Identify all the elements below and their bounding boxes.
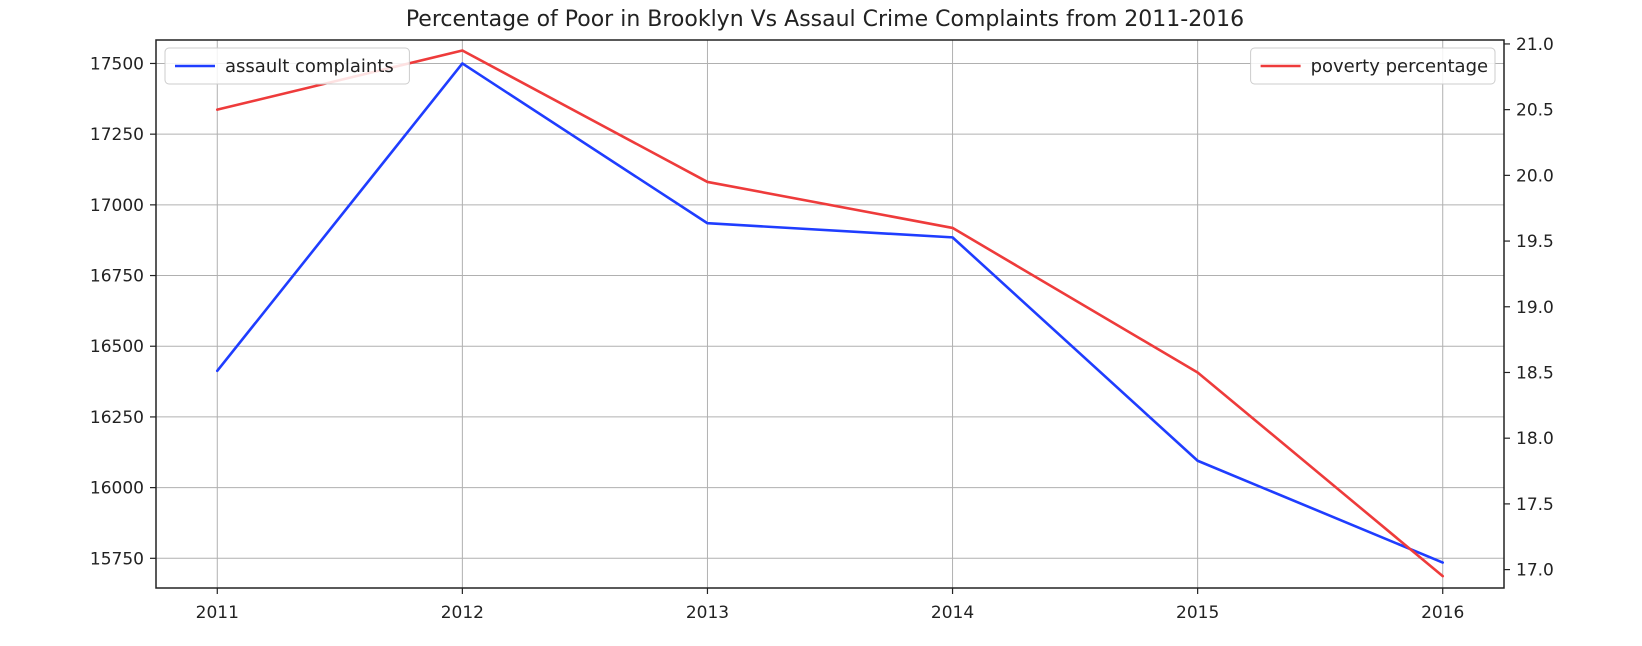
x-tick-label: 2014 [931, 603, 974, 623]
series-layer [215, 49, 1445, 578]
chart-title: Percentage of Poor in Brooklyn Vs Assaul… [406, 7, 1244, 32]
left-y-tick-label: 16500 [90, 337, 144, 357]
right-y-tick-label: 21.0 [1516, 35, 1554, 55]
left-y-tick-label: 16250 [90, 408, 144, 428]
x-tick-label: 2012 [441, 603, 484, 623]
legend-assault-complaints: assault complaints [164, 47, 410, 85]
left-y-tick-label: 15750 [90, 549, 144, 569]
legend-box [164, 47, 410, 85]
x-tick-label: 2011 [196, 603, 239, 623]
legend-box [1250, 47, 1496, 85]
left-y-tick-label: 17500 [90, 54, 144, 74]
legend-layer: assault complaints poverty percentage [164, 47, 1496, 85]
x-tick-label: 2016 [1421, 603, 1464, 623]
left-y-tick-label: 16750 [90, 267, 144, 287]
legend-label: poverty percentage [1311, 56, 1488, 77]
right-y-tick-label: 18.5 [1516, 363, 1554, 383]
x-tick-label: 2013 [686, 603, 729, 623]
right-y-tick-label: 17.0 [1516, 561, 1554, 581]
grid-layer [156, 40, 1504, 588]
x-tick-label: 2015 [1176, 603, 1219, 623]
right-y-tick-label: 19.0 [1516, 298, 1554, 318]
series-line-assault-complaints [215, 62, 1445, 564]
plot-frame [155, 39, 1505, 589]
series-line-poverty-percentage [215, 49, 1445, 578]
left-y-tick-label: 17000 [90, 196, 144, 216]
left-y-tick-label: 17250 [90, 125, 144, 145]
right-y-tick-label: 18.0 [1516, 429, 1554, 449]
right-y-tick-label: 17.5 [1516, 495, 1554, 515]
left-y-tick-label: 16000 [90, 479, 144, 499]
legend-label: assault complaints [225, 56, 394, 77]
legend-poverty-percentage: poverty percentage [1250, 47, 1496, 85]
axis-layer: 2011 2012 2013 2014 2015 2016 15750 16000 16250 1… [90, 35, 1554, 623]
right-y-tick-label: 20.5 [1516, 101, 1554, 121]
right-y-tick-label: 20.0 [1516, 166, 1554, 186]
right-y-tick-label: 19.5 [1516, 232, 1554, 252]
